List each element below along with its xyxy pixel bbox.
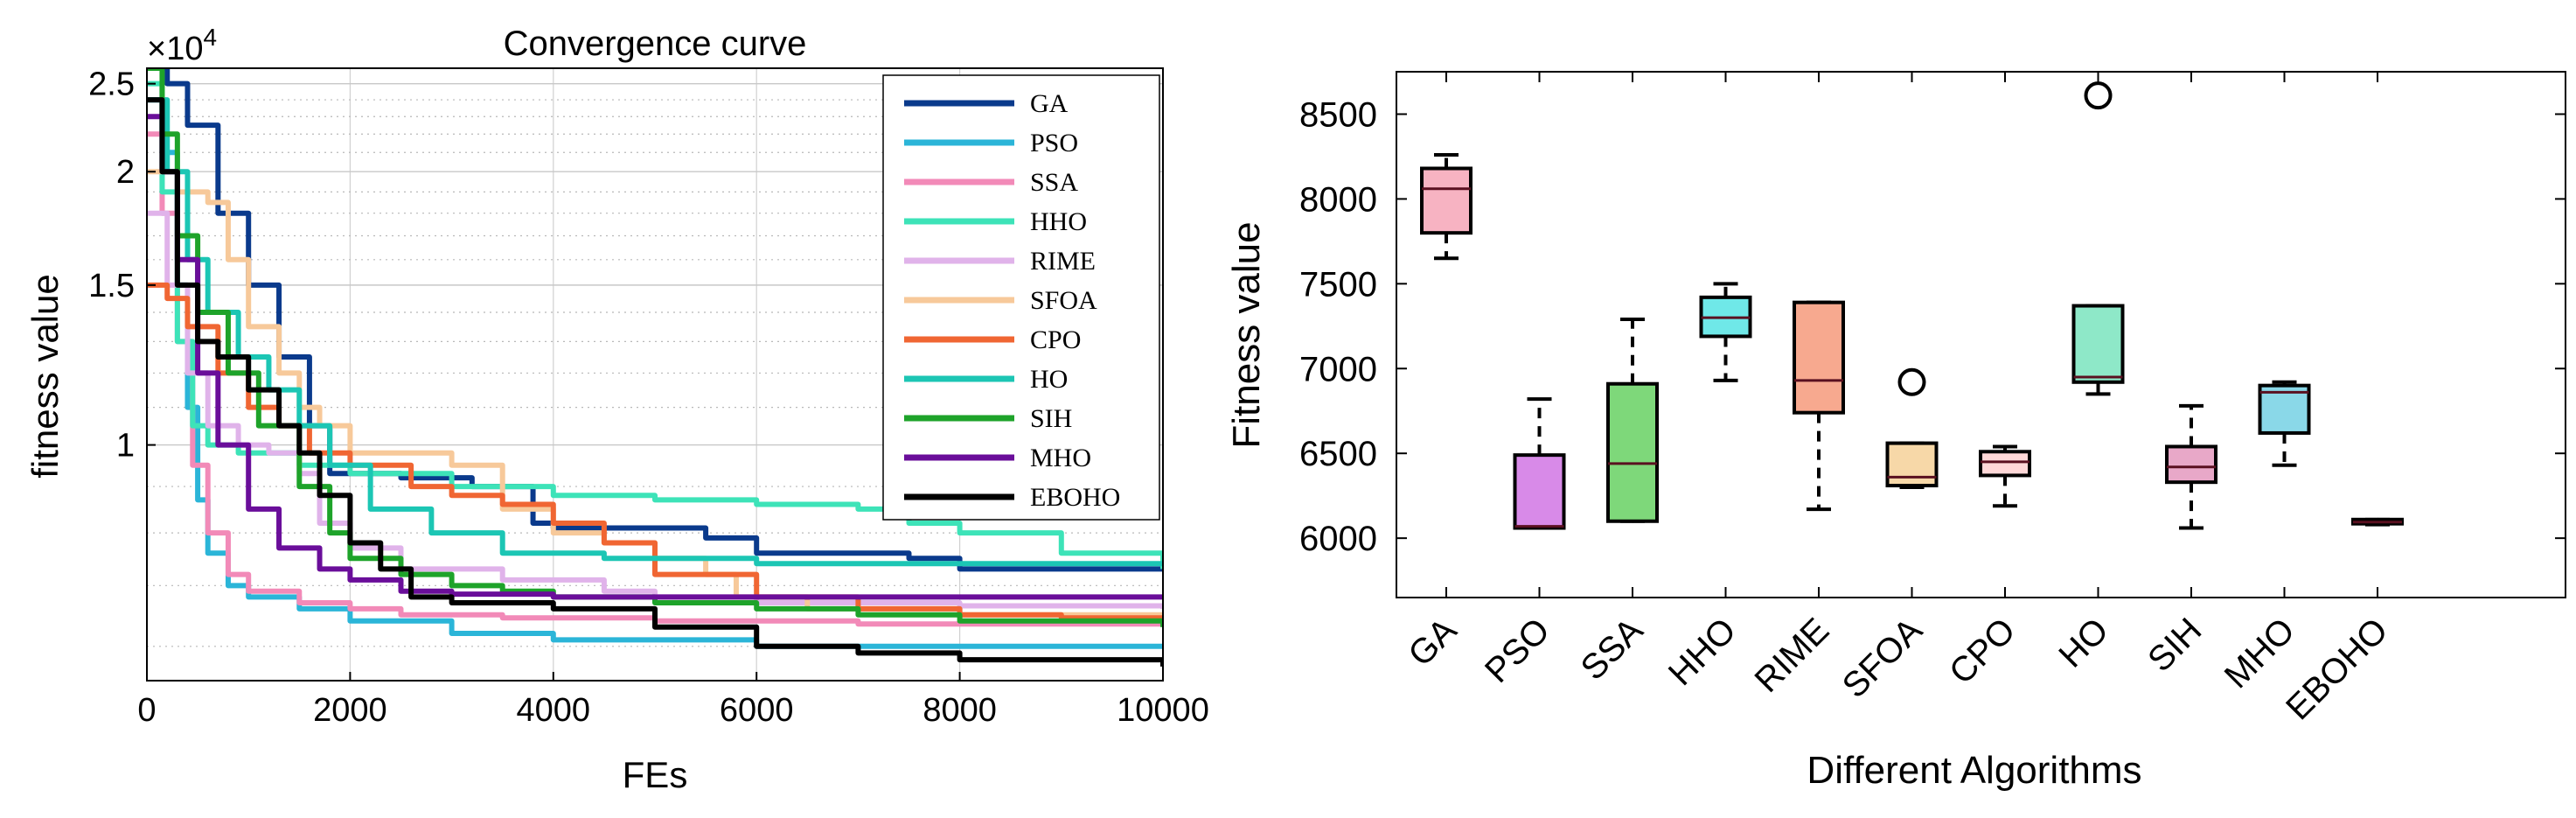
box-mho <box>2258 380 2311 467</box>
box-body-ga <box>1420 166 1472 235</box>
legend-label-cpo: CPO <box>1030 325 1081 354</box>
right-y-axis-label: Fitness value <box>1225 221 1268 448</box>
legend-label-eboho: EBOHO <box>1030 483 1120 512</box>
y-tick-label: 1.5 <box>88 268 135 304</box>
x-tick-label-cpo: CPO <box>1942 611 2023 691</box>
box-body-rime <box>1793 300 1845 415</box>
box-ssa <box>1606 318 1659 523</box>
legend-label-ssa: SSA <box>1030 168 1078 197</box>
x-tick-label: 10000 <box>1117 692 1209 729</box>
box-ga <box>1420 152 1472 261</box>
boxplot-boxes <box>1420 81 2404 530</box>
x-tick-label: 6000 <box>720 692 794 729</box>
left-exponent-power: 4 <box>203 24 217 51</box>
x-tick-label-rime: RIME <box>1748 611 1837 700</box>
x-tick-label-sfoa: SFOA <box>1835 611 1930 705</box>
y-tick-label: 2.5 <box>88 66 135 103</box>
x-tick-label: 2000 <box>313 692 387 729</box>
box-body-pso <box>1513 453 1566 530</box>
convergence-chart: 0 2000 4000 6000 8000 10000 1 1.5 2 2.5 Convergen… <box>24 24 1209 795</box>
box-body-ssa <box>1606 381 1659 523</box>
y-tick-label: 2 <box>116 154 135 191</box>
left-ticks: 0 2000 4000 6000 8000 10000 1 1.5 2 2.5 <box>88 66 1209 729</box>
convergence-lines <box>147 68 1163 667</box>
x-tick-label-eboho: EBOHO <box>2279 611 2395 727</box>
series-line-eboho <box>147 97 1163 667</box>
left-chart-title: Convergence curve <box>504 24 807 63</box>
box-ho <box>2071 81 2125 396</box>
box-sih <box>2165 403 2217 530</box>
y-tick-label: 6000 <box>1299 520 1377 558</box>
x-tick-label-ssa: SSA <box>1574 611 1651 688</box>
y-tick-label: 7500 <box>1299 265 1377 304</box>
legend-label-sih: SIH <box>1030 404 1072 433</box>
box-pso <box>1513 397 1566 530</box>
legend: GA PSO SSA HHO RIME SFOA CPO HO SIH MHO EBOHO <box>882 74 1160 521</box>
y-tick-label: 8500 <box>1299 95 1377 134</box>
y-tick-label: 7000 <box>1299 350 1377 388</box>
x-tick-label-sih: SIH <box>2141 611 2209 679</box>
box-hho <box>1699 282 1752 382</box>
box-eboho <box>2351 517 2404 527</box>
x-tick-label-ho: HO <box>2051 611 2116 675</box>
legend-label-hho: HHO <box>1030 207 1087 236</box>
right-plot-frame <box>1396 71 2566 598</box>
left-y-axis-label: fitness value <box>24 274 66 478</box>
legend-label-rime: RIME <box>1030 247 1096 276</box>
x-tick-label-ga: GA <box>1401 611 1464 674</box>
legend-label-ga: GA <box>1030 89 1069 118</box>
outlier-sfoa <box>1897 367 1926 396</box>
x-tick-label-hho: HHO <box>1661 611 1744 693</box>
right-x-axis-label: Different Algorithms <box>1807 749 2141 792</box>
box-body-cpo <box>1979 450 2031 478</box>
x-tick-label-pso: PSO <box>1478 611 1557 690</box>
box-body-sih <box>2165 444 2217 485</box>
left-x-axis-label: FEs <box>623 754 688 795</box>
legend-label-mho: MHO <box>1030 444 1091 472</box>
x-tick-label: 0 <box>137 692 156 729</box>
legend-label-sfoa: SFOA <box>1030 286 1097 315</box>
series-line-mho <box>147 114 1163 600</box>
outlier-ho <box>2084 81 2113 110</box>
y-tick-label: 8000 <box>1299 180 1377 219</box>
legend-label-pso: PSO <box>1030 129 1078 157</box>
box-sfoa <box>1885 367 1939 489</box>
box-body-sfoa <box>1885 441 1939 488</box>
box-body-ho <box>2071 304 2125 384</box>
left-exponent-label: ×104 <box>147 24 217 67</box>
y-tick-label: 6500 <box>1299 435 1377 473</box>
left-plot-frame <box>146 67 1164 682</box>
legend-label-ho: HO <box>1030 365 1068 394</box>
legend-items: GA PSO SSA HHO RIME SFOA CPO HO SIH MHO EBOHO <box>904 89 1120 512</box>
box-rime <box>1793 300 1845 512</box>
x-tick-label-mho: MHO <box>2217 611 2302 696</box>
y-tick-label: 1 <box>116 428 135 465</box>
x-tick-label: 8000 <box>922 692 997 729</box>
box-cpo <box>1979 444 2031 508</box>
x-tick-label: 4000 <box>517 692 591 729</box>
